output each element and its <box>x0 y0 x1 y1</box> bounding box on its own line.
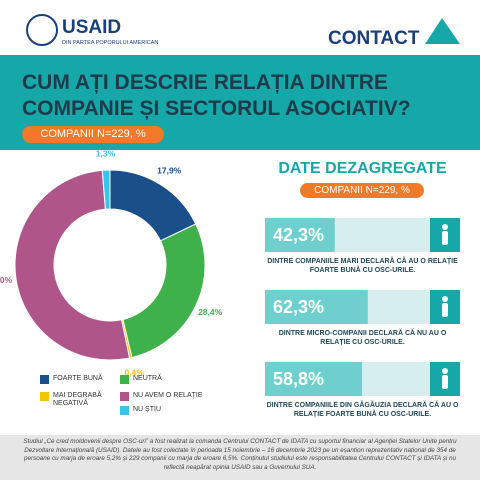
person-icon <box>442 231 448 245</box>
legend-label: MAI DEGRABĂ NEGATIVĂ <box>53 392 102 407</box>
stat-bar <box>265 290 368 324</box>
value-label: 28,4% <box>198 307 223 317</box>
person-icon <box>442 368 448 374</box>
legend-swatch <box>120 392 129 401</box>
stats: 42,3% 62,3% 58,8% <box>265 218 460 396</box>
legend-label: NEUTRĂ <box>133 375 162 382</box>
stat-bar <box>265 362 363 396</box>
footer: Studiul „Ce cred moldovenii despre OSC-u… <box>0 435 480 480</box>
person-icon <box>442 224 448 230</box>
legend-label: NU AVEM O RELAȚIE <box>133 392 203 399</box>
logo-left-sub: DIN PARTEA POPORULUI AMERICAN <box>62 40 158 46</box>
logo-left: USAID <box>62 17 121 38</box>
slice <box>101 169 111 210</box>
slice <box>14 169 131 361</box>
logo-icon <box>425 18 460 44</box>
value-label: 17,9% <box>157 165 182 175</box>
stat-text: DINTRE COMPANIILE DIN GĂGĂUZIA DECLARĂ C… <box>266 402 459 418</box>
stat-value: 42,3% <box>273 225 324 245</box>
dis-title: DATE DEZAGREGATE <box>278 160 447 177</box>
legend-swatch <box>120 375 129 384</box>
stat-value: 58,8% <box>273 369 324 389</box>
stat-bar <box>265 218 335 252</box>
stat-text: DINTRE COMPANIILE MARI DECLARĂ CĂ AU O R… <box>267 258 458 274</box>
person-icon <box>442 303 448 317</box>
dis-subtitle: COMPANII N=229, % <box>300 183 424 198</box>
spacer <box>265 152 460 153</box>
usaid-seal <box>26 14 58 46</box>
donut: 17,9% 28,4% 0,4% 52,0% 1,3% <box>0 148 223 377</box>
legend-label: NU ȘTIU <box>133 406 161 413</box>
legend-swatch <box>40 375 49 384</box>
stat-text: DINTRE MICRO-COMPANII DECLARĂ CĂ NU AU O… <box>278 330 447 346</box>
value-label: 0,4% <box>125 368 145 378</box>
legend-swatch <box>40 392 49 401</box>
legend-swatch <box>120 406 129 415</box>
chart-subtitle: COMPANII N=229, % <box>22 126 164 143</box>
logo-right: CONTACT <box>328 28 420 49</box>
stat-value: 62,3% <box>273 297 324 317</box>
slice <box>122 223 206 359</box>
value-label: 52,0% <box>0 275 13 285</box>
person-icon <box>442 296 448 302</box>
legend-label: FOARTE BUNĂ <box>53 375 103 382</box>
chart-title: CUM AȚI DESCRIE RELAȚIA DINTRE COMPANIE … <box>22 71 411 120</box>
value-label: 1,3% <box>96 148 116 158</box>
person-icon <box>442 375 448 389</box>
